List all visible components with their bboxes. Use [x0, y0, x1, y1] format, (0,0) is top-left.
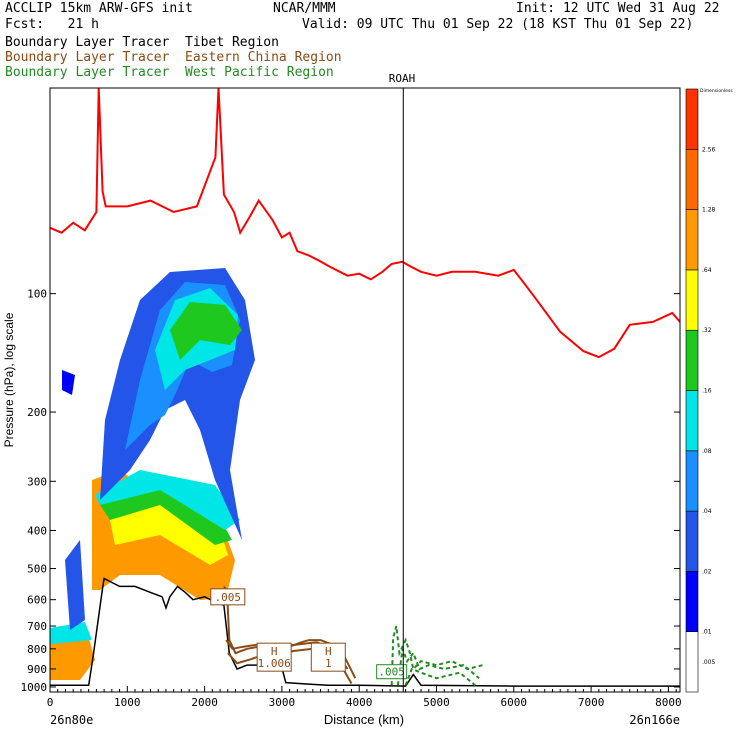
colorbar-swatch-7 [685, 209, 699, 271]
colorbar-swatch-0 [685, 631, 699, 693]
colorbar-swatch-2 [685, 510, 699, 572]
y-tick-label-100: 100 [27, 288, 47, 301]
tracer-blob-orange-west [50, 635, 95, 680]
y-tick-label-400: 400 [27, 524, 47, 537]
x-tick-label-8000: 8000 [655, 696, 682, 709]
tibet-legend-line: Boundary Layer Tracer Tibet Region [5, 35, 279, 50]
pacific-legend-region: West Pacific Region [185, 65, 334, 80]
tracer-blob-cyan-west [50, 622, 92, 644]
x-right-label: 26n166e [629, 713, 680, 727]
x-tick-label-6000: 6000 [501, 696, 528, 709]
pacific-contour-label-box-0 [376, 664, 408, 680]
x-tick-label-1000: 1000 [114, 696, 141, 709]
tracer-blob-speck-2 [65, 540, 85, 630]
tracer-blob-green-plume [170, 302, 242, 360]
colorbar-label-7: .64 [702, 267, 712, 274]
org-label: NCAR/MMM [273, 1, 336, 16]
x-tick-label-0: 0 [47, 696, 54, 709]
colorbar-swatch-5 [685, 329, 699, 391]
x-tick-label-4000: 4000 [346, 696, 373, 709]
fcst-label: Fcst: 21 h [5, 17, 99, 32]
y-tick-label-1000: 1000 [21, 681, 48, 694]
colorbar-swatch-9 [685, 88, 699, 150]
y-tick-label-700: 700 [27, 620, 47, 633]
axis-layer: 0 1000 2000 3000 4000 5000 6000 7000 8000 100 200 3… [21, 87, 682, 709]
model-title: ACCLIP 15km ARW-GFS init [5, 1, 193, 16]
colorbar-swatch-8 [685, 149, 699, 210]
colorbar-label-6: .32 [702, 327, 712, 334]
pacific-contour-0 [390, 625, 484, 686]
colorbar-label-9: 2.56 [702, 146, 716, 153]
pacific-contour-1 [396, 648, 480, 686]
pacific-contour-2 [404, 667, 476, 686]
colorbar-swatch-1 [685, 571, 699, 633]
colorbar-label-4: .08 [702, 448, 712, 455]
y-tick-label-300: 300 [27, 475, 47, 488]
x-left-label: 26n80e [50, 713, 93, 727]
colorbar-label-2: .02 [702, 568, 712, 575]
colorbar-label-0: .005 [702, 659, 716, 666]
china-contour-label-0-0: .005 [215, 591, 242, 604]
tropopause-line [49, 87, 681, 359]
china-legend-line: Boundary Layer Tracer Eastern China Regi… [5, 50, 342, 65]
y-axis-title: Pressure (hPa), log scale [2, 312, 16, 447]
x-axis-title: Distance (km) [324, 712, 404, 727]
tracer-blob-speck-1 [62, 370, 75, 395]
pacific-legend-line: Boundary Layer Tracer West Pacific Regio… [5, 65, 334, 80]
colorbar-title: Dimensionless [700, 88, 733, 94]
china-contour-label-box-2 [310, 642, 346, 672]
colorbar-swatch-6 [685, 269, 699, 331]
china-legend-region: Eastern China Region [185, 50, 342, 65]
tracer-fill-layer [50, 268, 255, 680]
tracer-blob-cyan-low [95, 470, 240, 530]
vertical-marker-label: ROAH [389, 72, 416, 85]
china-contour-label-1-1: 1.006 [258, 657, 291, 670]
y-tick-label-900: 900 [27, 663, 47, 676]
x-tick-label-7000: 7000 [578, 696, 605, 709]
colorbar-swatch-3 [685, 450, 699, 512]
y-tick-label-600: 600 [27, 594, 47, 607]
colorbar: .005 .01 .02 .04 .08 .16 .32 .64 1.28 2.56 Dimensi… [685, 88, 733, 693]
china-legend-prefix: Boundary Layer Tracer [5, 50, 186, 65]
colorbar-label-5: .16 [702, 388, 712, 395]
china-contour-label-2-0: H [325, 645, 332, 658]
china-contour-label-2-1: 1 [325, 657, 332, 670]
colorbar-swatch-4 [685, 390, 699, 452]
pacific-legend-prefix: Boundary Layer Tracer [5, 65, 186, 80]
china-contour-label-box-1 [256, 642, 292, 672]
china-contour-label-box-0 [210, 588, 246, 606]
y-tick-label-200: 200 [27, 406, 47, 419]
y-tick-label-800: 800 [27, 643, 47, 656]
terrain-line [50, 577, 680, 687]
valid-label: Valid: 09 UTC Thu 01 Sep 22 (18 KST Thu … [302, 17, 694, 32]
x-tick-label-2000: 2000 [191, 696, 218, 709]
china-contour-label-1-0: H [271, 645, 278, 658]
colorbar-label-1: .01 [702, 629, 712, 636]
init-label: Init: 12 UTC Wed 31 Aug 22 [516, 1, 720, 16]
x-tick-label-3000: 3000 [269, 696, 296, 709]
colorbar-label-3: .04 [702, 508, 712, 515]
pacific-contour-label-0: .005 [378, 666, 405, 679]
plot-frame [49, 87, 681, 693]
x-tick-label-5000: 5000 [423, 696, 450, 709]
colorbar-label-8: 1.28 [702, 207, 716, 214]
y-tick-label-500: 500 [27, 563, 47, 576]
